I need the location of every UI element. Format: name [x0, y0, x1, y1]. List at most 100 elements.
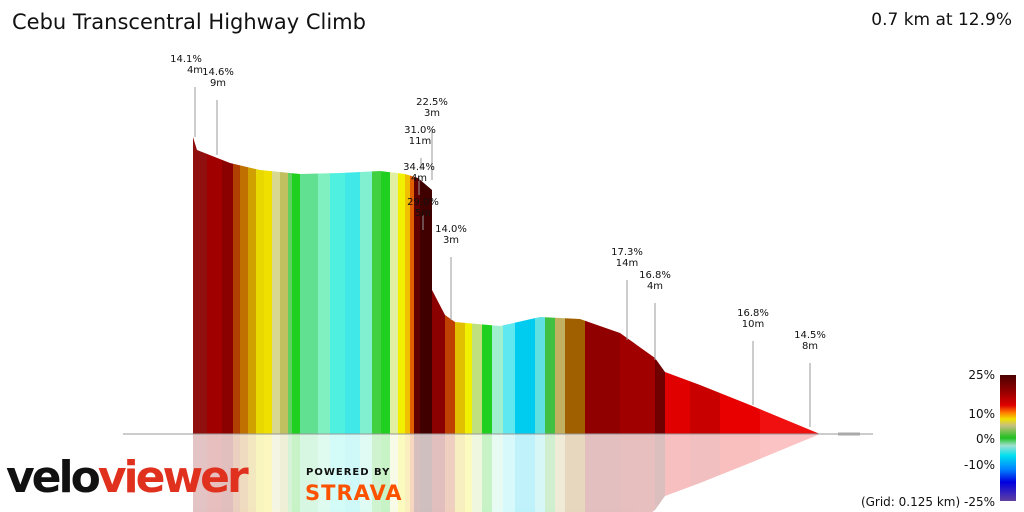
gradient-segment — [455, 137, 465, 434]
gradient-segment — [280, 434, 288, 512]
page-title: Cebu Transcentral Highway Climb — [12, 10, 366, 34]
strava-logo[interactable]: STRAVA — [305, 481, 403, 505]
gradient-segment — [360, 137, 372, 434]
gradient-segment — [256, 434, 264, 512]
gradient-segment — [233, 137, 240, 434]
gradient-segment — [535, 434, 545, 512]
annotation-gradient: 17.3% — [611, 247, 643, 258]
annotation-length: 9m — [210, 78, 226, 89]
annotation-gradient: 16.8% — [737, 308, 769, 319]
gradient-segment — [272, 434, 280, 512]
gradient-segment — [330, 137, 345, 434]
gradient-segment — [503, 137, 515, 434]
gradient-segment — [465, 434, 472, 512]
gradient-segment — [222, 137, 233, 434]
gradient-segment — [292, 137, 300, 434]
gradient-segment — [414, 434, 420, 512]
gradient-segment — [455, 434, 465, 512]
veloviewer-logo[interactable]: veloviewer — [6, 452, 249, 503]
gradient-segment — [545, 137, 555, 434]
gradient-segment — [300, 137, 318, 434]
gradient-segment — [405, 434, 410, 512]
gradient-segment — [655, 137, 665, 434]
gradient-segment — [665, 137, 690, 434]
gradient-segment — [410, 137, 414, 434]
climb-summary: 0.7 km at 12.9% — [871, 10, 1012, 30]
gradient-segment — [760, 137, 820, 434]
gradient-segment — [398, 137, 405, 434]
gradient-segment — [193, 434, 207, 512]
gradient-segment — [390, 434, 398, 512]
gradient-segment — [398, 434, 405, 512]
annotation-length: 14m — [616, 258, 638, 269]
gradient-legend — [1000, 375, 1016, 501]
gradient-segment — [193, 137, 207, 434]
gradient-segment — [585, 137, 620, 434]
annotation-length: 4m — [187, 65, 203, 76]
grid-scale: (Grid: 0.125 km) -25% — [861, 495, 995, 509]
annotation-length: 10m — [742, 319, 764, 330]
gradient-segment — [445, 434, 455, 512]
profile-reflection — [193, 434, 820, 512]
gradient-segment — [620, 434, 655, 512]
legend-label: -25% — [963, 495, 995, 509]
gradient-segment — [690, 137, 720, 434]
gradient-segment — [280, 137, 288, 434]
gradient-segment — [381, 137, 390, 434]
legend-label: -10% — [963, 458, 995, 472]
annotation-gradient: 31.0% — [404, 125, 436, 136]
gradient-segment — [690, 434, 720, 512]
annotation-length: 11m — [409, 136, 431, 147]
gradient-segment — [414, 137, 420, 434]
gradient-segment — [515, 434, 535, 512]
gradient-segment — [585, 434, 620, 512]
gradient-segment — [207, 137, 222, 434]
gradient-segment — [515, 137, 535, 434]
gradient-segment — [565, 434, 585, 512]
annotation-length: 4m — [411, 173, 427, 184]
annotation-gradient: 16.8% — [639, 270, 671, 281]
annotation-gradient: 29.0% — [407, 197, 439, 208]
gradient-segment — [535, 137, 545, 434]
gradient-segment — [482, 434, 492, 512]
gradient-segment — [472, 137, 482, 434]
gradient-segment — [492, 137, 503, 434]
gradient-segment — [272, 137, 280, 434]
annotation-length: 3m — [424, 108, 440, 119]
grid-note: (Grid: 0.125 km) — [860, 495, 961, 509]
annotation-gradient: 34.4% — [403, 162, 435, 173]
legend-label: 25% — [968, 368, 995, 382]
gradient-segment — [264, 137, 272, 434]
gradient-segment — [420, 137, 432, 434]
gradient-segment — [345, 137, 360, 434]
powered-by: POWERED BY — [306, 467, 391, 478]
gradient-segment — [565, 137, 585, 434]
gradient-segment — [465, 137, 472, 434]
annotation-gradient: 22.5% — [416, 97, 448, 108]
annotation-gradient: 14.0% — [435, 224, 467, 235]
gradient-segment — [720, 137, 760, 434]
gradient-segment — [248, 137, 256, 434]
gradient-segment — [288, 137, 292, 434]
gradient-segment — [248, 434, 256, 512]
gradient-segment — [420, 434, 432, 512]
gradient-segment — [345, 434, 360, 512]
gradient-segment — [555, 434, 565, 512]
annotation-gradient: 14.6% — [202, 67, 234, 78]
gradient-segment — [720, 434, 760, 512]
gradient-segment — [432, 137, 445, 434]
gradient-segment — [472, 434, 482, 512]
gradient-segment — [555, 137, 565, 434]
gradient-segment — [318, 137, 330, 434]
gradient-segment — [256, 137, 264, 434]
gradient-segment — [360, 434, 372, 512]
gradient-segment — [492, 434, 503, 512]
profile-fill — [193, 137, 820, 434]
gradient-segment — [665, 434, 690, 512]
gradient-segment — [432, 434, 445, 512]
gradient-segment — [300, 434, 318, 512]
gradient-segment — [503, 434, 515, 512]
annotation-length: 3m — [443, 235, 459, 246]
gradient-segment — [264, 434, 272, 512]
